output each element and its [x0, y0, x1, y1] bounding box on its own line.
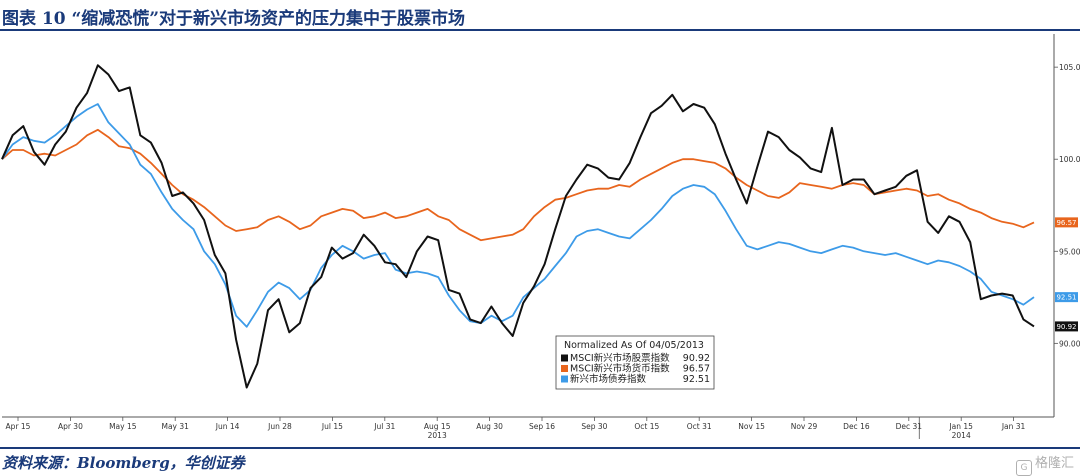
watermark-text: 格隆汇	[1034, 456, 1074, 471]
x-tick-label: May 31	[161, 422, 189, 431]
x-tick-label: Jul 15	[321, 422, 343, 431]
y-tick-label: 105.00	[1059, 63, 1080, 72]
x-tick-label: Nov 29	[791, 422, 818, 431]
x-tick-label: Sep 30	[581, 422, 607, 431]
x-tick-label: May 15	[109, 422, 137, 431]
y-tick-label: 90.00	[1059, 339, 1080, 348]
legend-swatch	[561, 365, 568, 372]
end-label-box	[1055, 217, 1078, 228]
x-tick-label: Jan 31	[1001, 422, 1026, 431]
y-axis: 90.00 95.00 100.00 105.00	[1054, 63, 1080, 348]
figure-title: 图表 10 “缩减恐慌”对于新兴市场资产的压力集中于股票市场	[2, 9, 466, 29]
x-tick-label: Sep 16	[529, 422, 555, 431]
legend-series-name: 新兴市场债券指数	[570, 373, 647, 385]
x-tick-label: Apr 30	[58, 422, 83, 431]
legend-series-value: 90.92	[683, 353, 710, 364]
y-tick-label: 100.00	[1059, 155, 1080, 164]
legend-series-name: MSCI新兴市场货币指数	[570, 363, 670, 375]
end-label-value: 92.51	[1056, 294, 1076, 302]
series-layer	[1, 64, 1035, 389]
source-note: 资料来源：Bloomberg，华创证券	[2, 454, 245, 472]
legend-swatch	[561, 354, 568, 362]
legend-series-value: 92.51	[683, 374, 710, 385]
x-tick-label: Apr 15	[6, 422, 31, 431]
x-tick-label: Dec 16	[843, 422, 870, 431]
line-chart: Apr 15 Apr 30 May 15 May 31 Jun 14 Jun 28 Jul …	[1, 34, 1080, 440]
x-tick-label: Jan 15	[948, 422, 973, 431]
end-label-value: 96.57	[1056, 219, 1076, 227]
x-year-label: 2013	[428, 431, 447, 440]
series-line-1	[1, 64, 1035, 389]
y-tick-label: 95.00	[1059, 247, 1080, 256]
end-label-2: 96.57	[1055, 217, 1078, 228]
legend-title: Normalized As Of 04/05/2013	[564, 340, 704, 351]
legend-series-value: 96.57	[683, 364, 710, 375]
x-tick-label: Jun 28	[267, 422, 292, 431]
x-tick-label: Jul 31	[373, 422, 395, 431]
x-tick-label: Dec 31	[896, 422, 923, 431]
legend-series-name: MSCI新兴市场股票指数	[570, 352, 670, 364]
end-labels: 90.92 96.57 92.51	[1055, 217, 1078, 332]
x-axis: Apr 15 Apr 30 May 15 May 31 Jun 14 Jun 28 Jul …	[6, 417, 1026, 440]
x-tick-label: Oct 31	[687, 422, 712, 431]
end-label-box	[1055, 292, 1078, 303]
legend-box	[555, 335, 715, 390]
x-tick-label: Oct 15	[634, 422, 659, 431]
footer-rule	[0, 447, 1080, 449]
end-label-box	[1055, 321, 1078, 332]
end-label-3: 92.51	[1055, 292, 1078, 303]
series-line-3	[1, 103, 1035, 328]
x-tick-label: Nov 15	[738, 422, 765, 431]
x-year-label: 2014	[952, 431, 971, 440]
x-tick-label: Aug 15	[424, 422, 451, 431]
end-label-1: 90.92	[1055, 321, 1078, 332]
x-tick-label: Aug 30	[476, 422, 503, 431]
watermark: G 格隆汇	[1015, 452, 1074, 476]
title-rule	[0, 29, 1080, 31]
x-tick-label: Jun 14	[215, 422, 240, 431]
legend-swatch	[561, 375, 568, 383]
end-label-value: 90.92	[1056, 323, 1076, 331]
title-bar: 图表 10 “缩减恐慌”对于新兴市场资产的压力集中于股票市场	[0, 0, 1080, 31]
series-line-2	[1, 128, 1035, 242]
plot-frame	[2, 34, 1055, 418]
